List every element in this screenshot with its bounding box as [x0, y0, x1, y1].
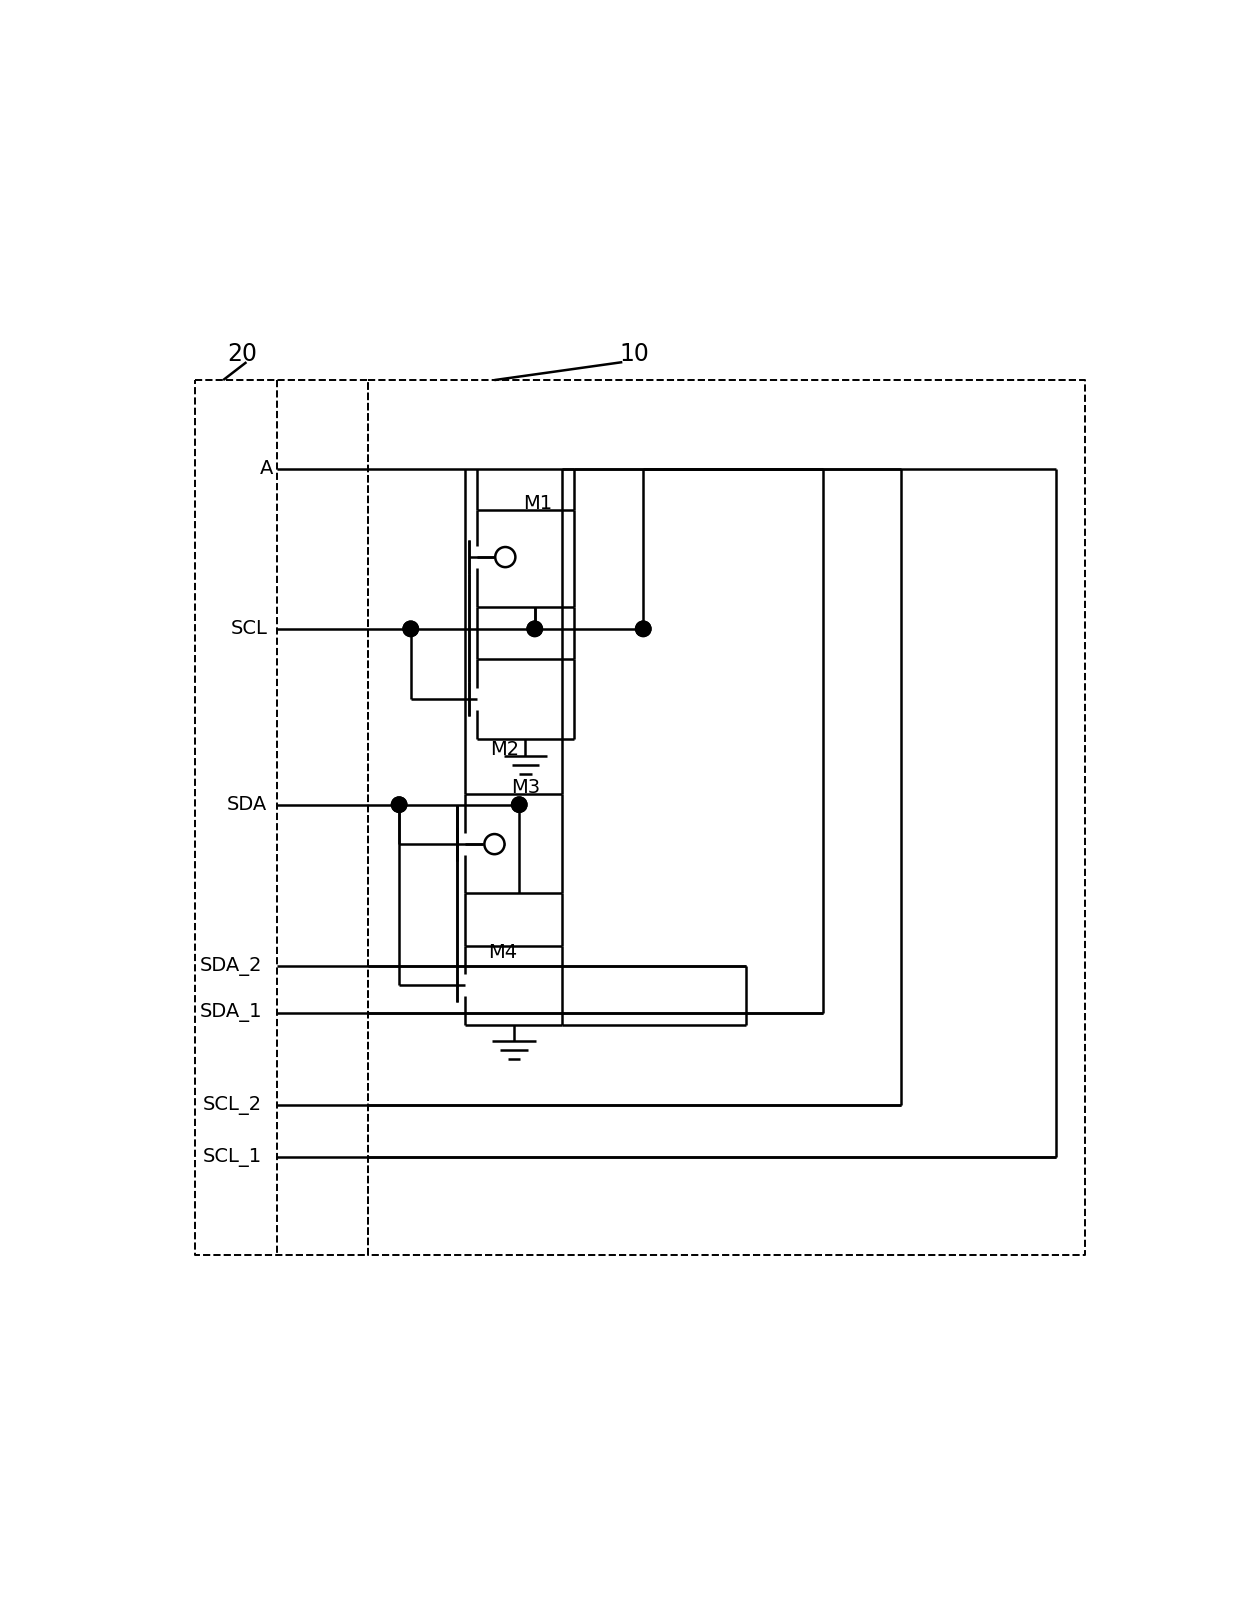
Text: 20: 20 [227, 342, 257, 366]
Text: M3: M3 [511, 778, 541, 797]
Text: SCL_2: SCL_2 [203, 1096, 262, 1115]
Text: M4: M4 [489, 943, 517, 963]
Circle shape [403, 622, 418, 636]
Text: M2: M2 [490, 741, 518, 759]
Circle shape [495, 546, 516, 567]
Circle shape [485, 834, 505, 855]
Circle shape [636, 622, 651, 636]
Circle shape [392, 797, 407, 813]
Text: SDA_2: SDA_2 [200, 956, 262, 975]
Text: M1: M1 [523, 493, 552, 513]
Circle shape [512, 797, 527, 813]
Text: A: A [259, 460, 273, 477]
Circle shape [636, 622, 651, 636]
Circle shape [527, 622, 542, 636]
Circle shape [512, 797, 527, 813]
Circle shape [392, 797, 407, 813]
Circle shape [403, 622, 418, 636]
Text: 10: 10 [619, 342, 649, 366]
Text: SDA: SDA [227, 795, 268, 815]
Text: SCL_1: SCL_1 [203, 1147, 262, 1167]
Circle shape [527, 622, 542, 636]
Text: SCL: SCL [231, 619, 268, 638]
Text: SDA_1: SDA_1 [200, 1003, 262, 1022]
